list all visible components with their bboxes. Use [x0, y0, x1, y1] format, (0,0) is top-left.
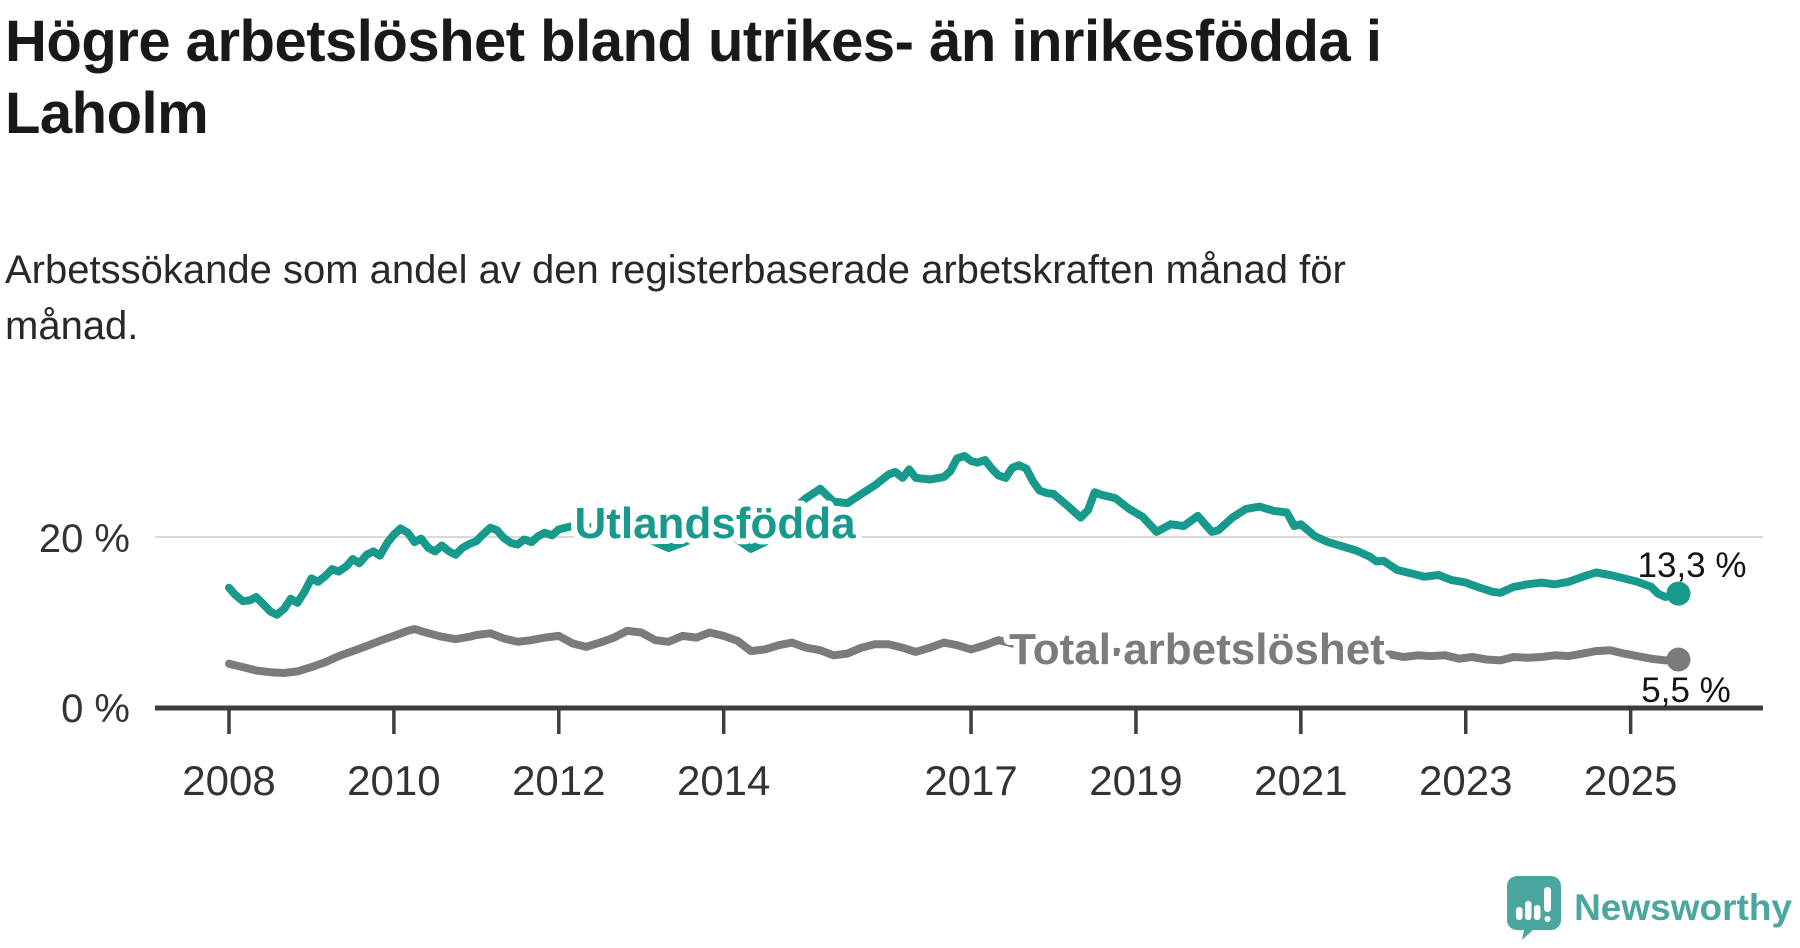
chart-subtitle: Arbetssökande som andel av den registerb…	[5, 242, 1346, 354]
x-tick-label-2023: 2023	[1419, 757, 1512, 804]
series-label-utlandsfodda: Utlandsfödda	[574, 499, 856, 548]
x-tick-label-2010: 2010	[347, 757, 440, 804]
x-tick-label-2025: 2025	[1584, 757, 1677, 804]
subtitle-line-1: Arbetssökande som andel av den registerb…	[5, 248, 1346, 292]
end-dot-total-arbetsloshet	[1666, 647, 1691, 672]
series-line-total-arbetsloshet	[225, 625, 1683, 677]
y-tick-label-20: 20 %	[39, 517, 130, 561]
title-line-2: Laholm	[5, 81, 209, 146]
series-label-total-arbetsloshet: Total arbetslöshet	[1009, 625, 1385, 674]
newsworthy-logo-icon	[1507, 876, 1562, 940]
x-tick-label-2021: 2021	[1254, 757, 1347, 804]
x-tick-label-2012: 2012	[512, 757, 605, 804]
y-tick-label-0: 0 %	[61, 687, 130, 731]
end-value-label-total-arbetsloshet: 5,5 %	[1641, 671, 1731, 710]
title-line-1: Högre arbetslöshet bland utrikes- än inr…	[5, 9, 1382, 74]
end-dot-utlandsfodda	[1666, 581, 1691, 606]
newsworthy-logo: Newsworthy	[1507, 876, 1792, 940]
series-line-utlandsfodda	[225, 451, 1683, 619]
x-tick-label-2017: 2017	[924, 757, 1017, 804]
subtitle-line-2: månad.	[5, 304, 139, 348]
end-value-label-utlandsfodda: 13,3 %	[1638, 546, 1747, 585]
newsworthy-logo-text: Newsworthy	[1574, 887, 1792, 928]
x-tick-label-2014: 2014	[677, 757, 770, 804]
page-title: Högre arbetslöshet bland utrikes- än inr…	[5, 6, 1382, 150]
x-tick-label-2008: 2008	[182, 757, 275, 804]
x-tick-label-2019: 2019	[1089, 757, 1182, 804]
